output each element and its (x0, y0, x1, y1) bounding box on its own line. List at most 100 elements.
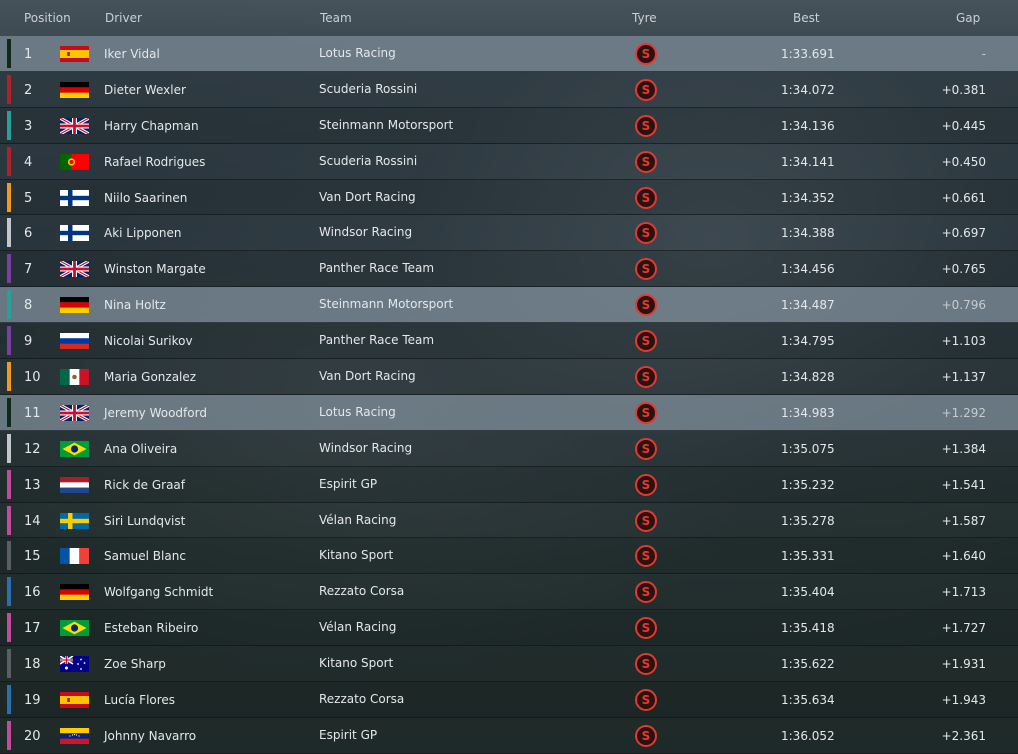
driver-name[interactable]: Johnny Navarro (104, 728, 197, 743)
column-header-best[interactable]: Best (793, 11, 820, 25)
team-name[interactable]: Van Dort Racing (319, 369, 416, 384)
column-header-position[interactable]: Position (24, 11, 71, 25)
tyre-compound-letter: S (641, 190, 651, 205)
table-row[interactable]: 11 Jeremy Woodford Lotus Racing S 1:34.983 +1… (0, 394, 1018, 431)
team-name[interactable]: Panther Race Team (319, 333, 435, 348)
table-row[interactable]: 13 Rick de Graaf Espirit GP S 1:35.232 +1.541 (0, 466, 1018, 503)
team-name[interactable]: Panther Race Team (319, 261, 435, 276)
position-cell: 7 (24, 262, 33, 278)
table-row[interactable]: 20 Johnny Navarro Espirit GP S 1:36.052 +2.36… (0, 717, 1018, 754)
table-row[interactable]: 7 Winston Margate Panther Race Team S 1:34.4… (0, 251, 1018, 288)
soft-tyre-icon: S (635, 509, 657, 532)
table-row[interactable]: 4 Rafael Rodrigues Scuderia Rossini S 1:34.1… (0, 143, 1018, 180)
soft-tyre-icon: S (635, 689, 657, 712)
team-name[interactable]: Vélan Racing (319, 620, 397, 635)
soft-tyre-icon: S (635, 401, 657, 424)
gap-to-leader: +1.727 (941, 621, 986, 636)
table-row[interactable]: 10 Maria Gonzalez Van Dort Racing S 1:34.828… (0, 359, 1018, 395)
team-name[interactable]: Steinmann Motorsport (319, 297, 454, 312)
gap-to-leader: +1.640 (941, 549, 986, 564)
soft-tyre-icon: S (635, 366, 657, 389)
tyre-compound-letter: S (641, 513, 651, 528)
driver-name[interactable]: Ana Oliveira (104, 441, 178, 456)
table-row[interactable]: 12 Ana Oliveira Windsor Racing S 1:35.075 +1.… (0, 430, 1018, 467)
driver-name[interactable]: Maria Gonzalez (104, 370, 197, 385)
team-name[interactable]: Steinmann Motorsport (319, 117, 454, 132)
column-header-tyre[interactable]: Tyre (632, 11, 657, 25)
team-color-stripe (7, 577, 11, 607)
soft-tyre-icon: S (635, 186, 657, 209)
tyre-compound-letter: S (641, 621, 651, 636)
driver-name[interactable]: Nina Holtz (104, 298, 166, 313)
team-name[interactable]: Windsor Racing (319, 440, 413, 455)
team-name[interactable]: Vélan Racing (319, 512, 397, 527)
table-row[interactable]: 14 Siri Lundqvist Vélan Racing S 1:35.278 +1.… (0, 502, 1018, 539)
table-row[interactable]: 8 Nina Holtz Steinmann Motorsport S 1:34.487… (0, 287, 1018, 324)
team-name[interactable]: Lotus Racing (319, 404, 396, 419)
table-row[interactable]: 16 Wolfgang Schmidt Rezzato Corsa S 1:35.404… (0, 574, 1018, 611)
column-header-gap[interactable]: Gap (956, 11, 981, 25)
team-name[interactable]: Van Dort Racing (319, 189, 416, 204)
team-name[interactable]: Rezzato Corsa (319, 584, 405, 599)
driver-name[interactable]: Rafael Rodrigues (104, 154, 206, 169)
table-row[interactable]: 18 Zoe Sharp Kitano Sport S 1:35.622 +1.931 (0, 646, 1018, 683)
driver-name[interactable]: Niilo Saarinen (104, 190, 188, 205)
table-row[interactable]: 15 Samuel Blanc Kitano Sport S 1:35.331 +1.64… (0, 538, 1018, 575)
soft-tyre-icon: S (635, 294, 657, 317)
results-table-header: Position Driver Team Tyre Best Gap (0, 0, 1018, 36)
team-name[interactable]: Scuderia Rossini (319, 153, 418, 168)
tyre-compound-letter: S (641, 118, 651, 133)
driver-name[interactable]: Rick de Graaf (104, 477, 186, 492)
team-name[interactable]: Kitano Sport (319, 548, 394, 563)
driver-name[interactable]: Wolfgang Schmidt (104, 585, 214, 600)
team-name[interactable]: Kitano Sport (319, 656, 394, 671)
driver-name[interactable]: Harry Chapman (104, 118, 199, 133)
team-name[interactable]: Rezzato Corsa (319, 692, 405, 707)
driver-name[interactable]: Winston Margate (104, 262, 206, 277)
table-row[interactable]: 9 Nicolai Surikov Panther Race Team S 1:34.7… (0, 323, 1018, 360)
team-color-stripe (7, 218, 11, 248)
best-lap-time: 1:34.352 (781, 190, 835, 205)
tyre-compound-letter: S (641, 226, 651, 241)
driver-name[interactable]: Nicolai Surikov (104, 334, 193, 349)
driver-name[interactable]: Jeremy Woodford (104, 405, 207, 420)
germany-flag (60, 584, 89, 601)
team-name[interactable]: Scuderia Rossini (319, 81, 418, 96)
table-row[interactable]: 5 Niilo Saarinen Van Dort Racing S 1:34.352 +… (0, 179, 1018, 216)
driver-name[interactable]: Zoe Sharp (104, 657, 166, 672)
table-row[interactable]: 19 Lucía Flores Rezzato Corsa S 1:35.634 +1.9… (0, 682, 1018, 718)
table-row[interactable]: 3 Harry Chapman Steinmann Motorsport S 1:34.… (0, 107, 1018, 144)
team-name[interactable]: Espirit GP (319, 727, 378, 742)
gap-to-leader: +0.445 (941, 118, 986, 133)
team-name[interactable]: Windsor Racing (319, 225, 413, 240)
table-row[interactable]: 2 Dieter Wexler Scuderia Rossini S 1:34.072 +… (0, 71, 1018, 108)
driver-name[interactable]: Siri Lundqvist (104, 513, 186, 528)
gap-to-leader: +2.361 (941, 728, 986, 743)
best-lap-time: 1:35.331 (781, 549, 835, 564)
driver-name[interactable]: Aki Lipponen (104, 226, 182, 241)
column-header-driver[interactable]: Driver (105, 11, 142, 25)
best-lap-time: 1:35.634 (781, 693, 835, 708)
best-lap-time: 1:34.136 (781, 118, 835, 133)
best-lap-time: 1:35.622 (781, 657, 835, 672)
column-header-team[interactable]: Team (320, 11, 352, 25)
driver-name[interactable]: Lucía Flores (104, 693, 176, 708)
venezuela-flag (60, 727, 89, 744)
team-name[interactable]: Lotus Racing (319, 46, 396, 60)
team-name[interactable]: Espirit GP (319, 476, 378, 491)
france-flag (60, 548, 89, 565)
australia-flag (60, 656, 89, 673)
team-color-stripe (7, 649, 11, 679)
position-cell: 13 (24, 477, 41, 493)
best-lap-time: 1:34.388 (781, 226, 835, 241)
team-color-stripe (7, 182, 11, 212)
driver-name[interactable]: Esteban Ribeiro (104, 621, 199, 636)
driver-name[interactable]: Samuel Blanc (104, 549, 186, 564)
driver-name[interactable]: Dieter Wexler (104, 82, 186, 97)
position-cell: 15 (24, 549, 41, 565)
table-row[interactable]: 6 Aki Lipponen Windsor Racing S 1:34.388 +0.6… (0, 215, 1018, 252)
driver-name[interactable]: Iker Vidal (104, 47, 160, 61)
soft-tyre-icon: S (635, 581, 657, 604)
table-row[interactable]: 17 Esteban Ribeiro Vélan Racing S 1:35.418 +1… (0, 610, 1018, 647)
table-row[interactable]: 1 Iker Vidal Lotus Racing S 1:33.691 - (0, 36, 1018, 72)
